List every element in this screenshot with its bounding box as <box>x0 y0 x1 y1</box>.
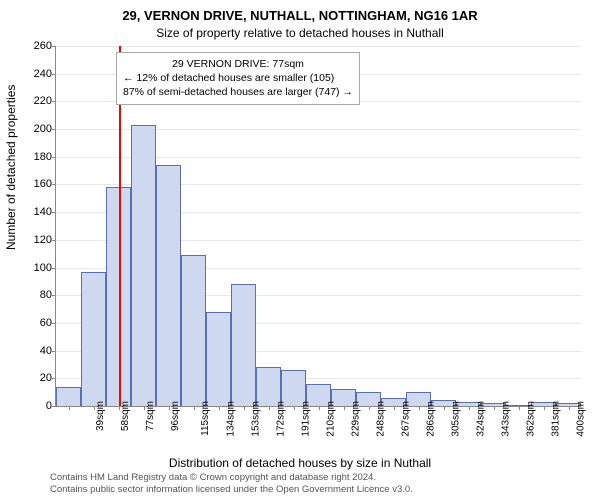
histogram-bar <box>181 255 206 406</box>
x-tick-label: 400sqm <box>575 401 586 437</box>
x-tick-mark <box>494 406 495 410</box>
x-tick-mark <box>394 406 395 410</box>
y-tick-label: 20 <box>24 372 52 384</box>
footer-text: Contains HM Land Registry data © Crown c… <box>50 472 413 496</box>
x-tick-mark <box>369 406 370 410</box>
x-tick-label: 362sqm <box>525 401 536 437</box>
y-tick-label: 0 <box>24 400 52 412</box>
chart-title: 29, VERNON DRIVE, NUTHALL, NOTTINGHAM, N… <box>0 8 600 23</box>
x-tick-label: 39sqm <box>95 401 106 431</box>
x-tick-mark <box>294 406 295 410</box>
x-tick-label: 191sqm <box>300 401 311 437</box>
annotation-box: 29 VERNON DRIVE: 77sqm ← 12% of detached… <box>116 52 360 105</box>
x-tick-mark <box>94 406 95 410</box>
x-tick-label: 115sqm <box>199 401 210 436</box>
x-tick-mark <box>469 406 470 410</box>
x-tick-mark <box>244 406 245 410</box>
x-tick-label: 77sqm <box>145 401 156 431</box>
x-tick-mark <box>519 406 520 410</box>
x-tick-label: 210sqm <box>325 401 336 437</box>
x-tick-mark <box>444 406 445 410</box>
histogram-bar <box>56 387 81 406</box>
x-tick-label: 172sqm <box>275 401 286 437</box>
x-tick-mark <box>119 406 120 410</box>
y-tick-label: 260 <box>24 40 52 52</box>
y-tick-label: 160 <box>24 178 52 190</box>
x-tick-label: 229sqm <box>350 401 361 437</box>
y-tick-label: 80 <box>24 289 52 301</box>
x-tick-label: 153sqm <box>250 401 261 437</box>
y-axis-label: Number of detached properties <box>4 85 18 250</box>
y-tick-label: 180 <box>24 151 52 163</box>
chart-container: 29, VERNON DRIVE, NUTHALL, NOTTINGHAM, N… <box>0 0 600 500</box>
y-tick-label: 100 <box>24 262 52 274</box>
x-tick-mark <box>69 406 70 410</box>
x-tick-label: 305sqm <box>450 401 461 437</box>
x-tick-label: 96sqm <box>170 401 181 431</box>
annotation-line: 29 VERNON DRIVE: 77sqm <box>123 57 353 71</box>
histogram-bar <box>156 165 181 406</box>
x-tick-mark <box>419 406 420 410</box>
x-tick-mark <box>219 406 220 410</box>
histogram-bar <box>206 312 231 406</box>
x-tick-label: 267sqm <box>400 401 411 437</box>
gridline <box>56 46 581 47</box>
x-tick-mark <box>144 406 145 410</box>
chart-subtitle: Size of property relative to detached ho… <box>0 26 600 40</box>
y-tick-label: 60 <box>24 317 52 329</box>
y-tick-label: 220 <box>24 95 52 107</box>
x-tick-mark <box>544 406 545 410</box>
x-tick-mark <box>319 406 320 410</box>
histogram-bar <box>231 284 256 406</box>
x-tick-label: 58sqm <box>120 401 131 431</box>
histogram-bar <box>131 125 156 406</box>
y-tick-label: 240 <box>24 68 52 80</box>
x-tick-label: 343sqm <box>500 401 511 437</box>
x-tick-mark <box>194 406 195 410</box>
footer-line: Contains HM Land Registry data © Crown c… <box>50 472 413 484</box>
x-tick-mark <box>569 406 570 410</box>
histogram-bar <box>81 272 106 406</box>
x-tick-mark <box>169 406 170 410</box>
x-tick-label: 381sqm <box>550 401 561 437</box>
x-tick-label: 286sqm <box>425 401 436 437</box>
annotation-line: 87% of semi-detached houses are larger (… <box>123 85 353 99</box>
footer-line: Contains public sector information licen… <box>50 484 413 496</box>
y-tick-label: 140 <box>24 206 52 218</box>
annotation-line: ← 12% of detached houses are smaller (10… <box>123 71 353 85</box>
y-tick-label: 120 <box>24 234 52 246</box>
x-axis-label: Distribution of detached houses by size … <box>0 456 600 470</box>
y-tick-label: 40 <box>24 345 52 357</box>
x-tick-mark <box>269 406 270 410</box>
y-tick-label: 200 <box>24 123 52 135</box>
x-tick-label: 134sqm <box>225 401 236 437</box>
x-tick-mark <box>344 406 345 410</box>
x-tick-label: 248sqm <box>375 401 386 437</box>
x-tick-label: 324sqm <box>475 401 486 437</box>
plot-area: 02040608010012014016018020022024026039sq… <box>55 46 581 407</box>
